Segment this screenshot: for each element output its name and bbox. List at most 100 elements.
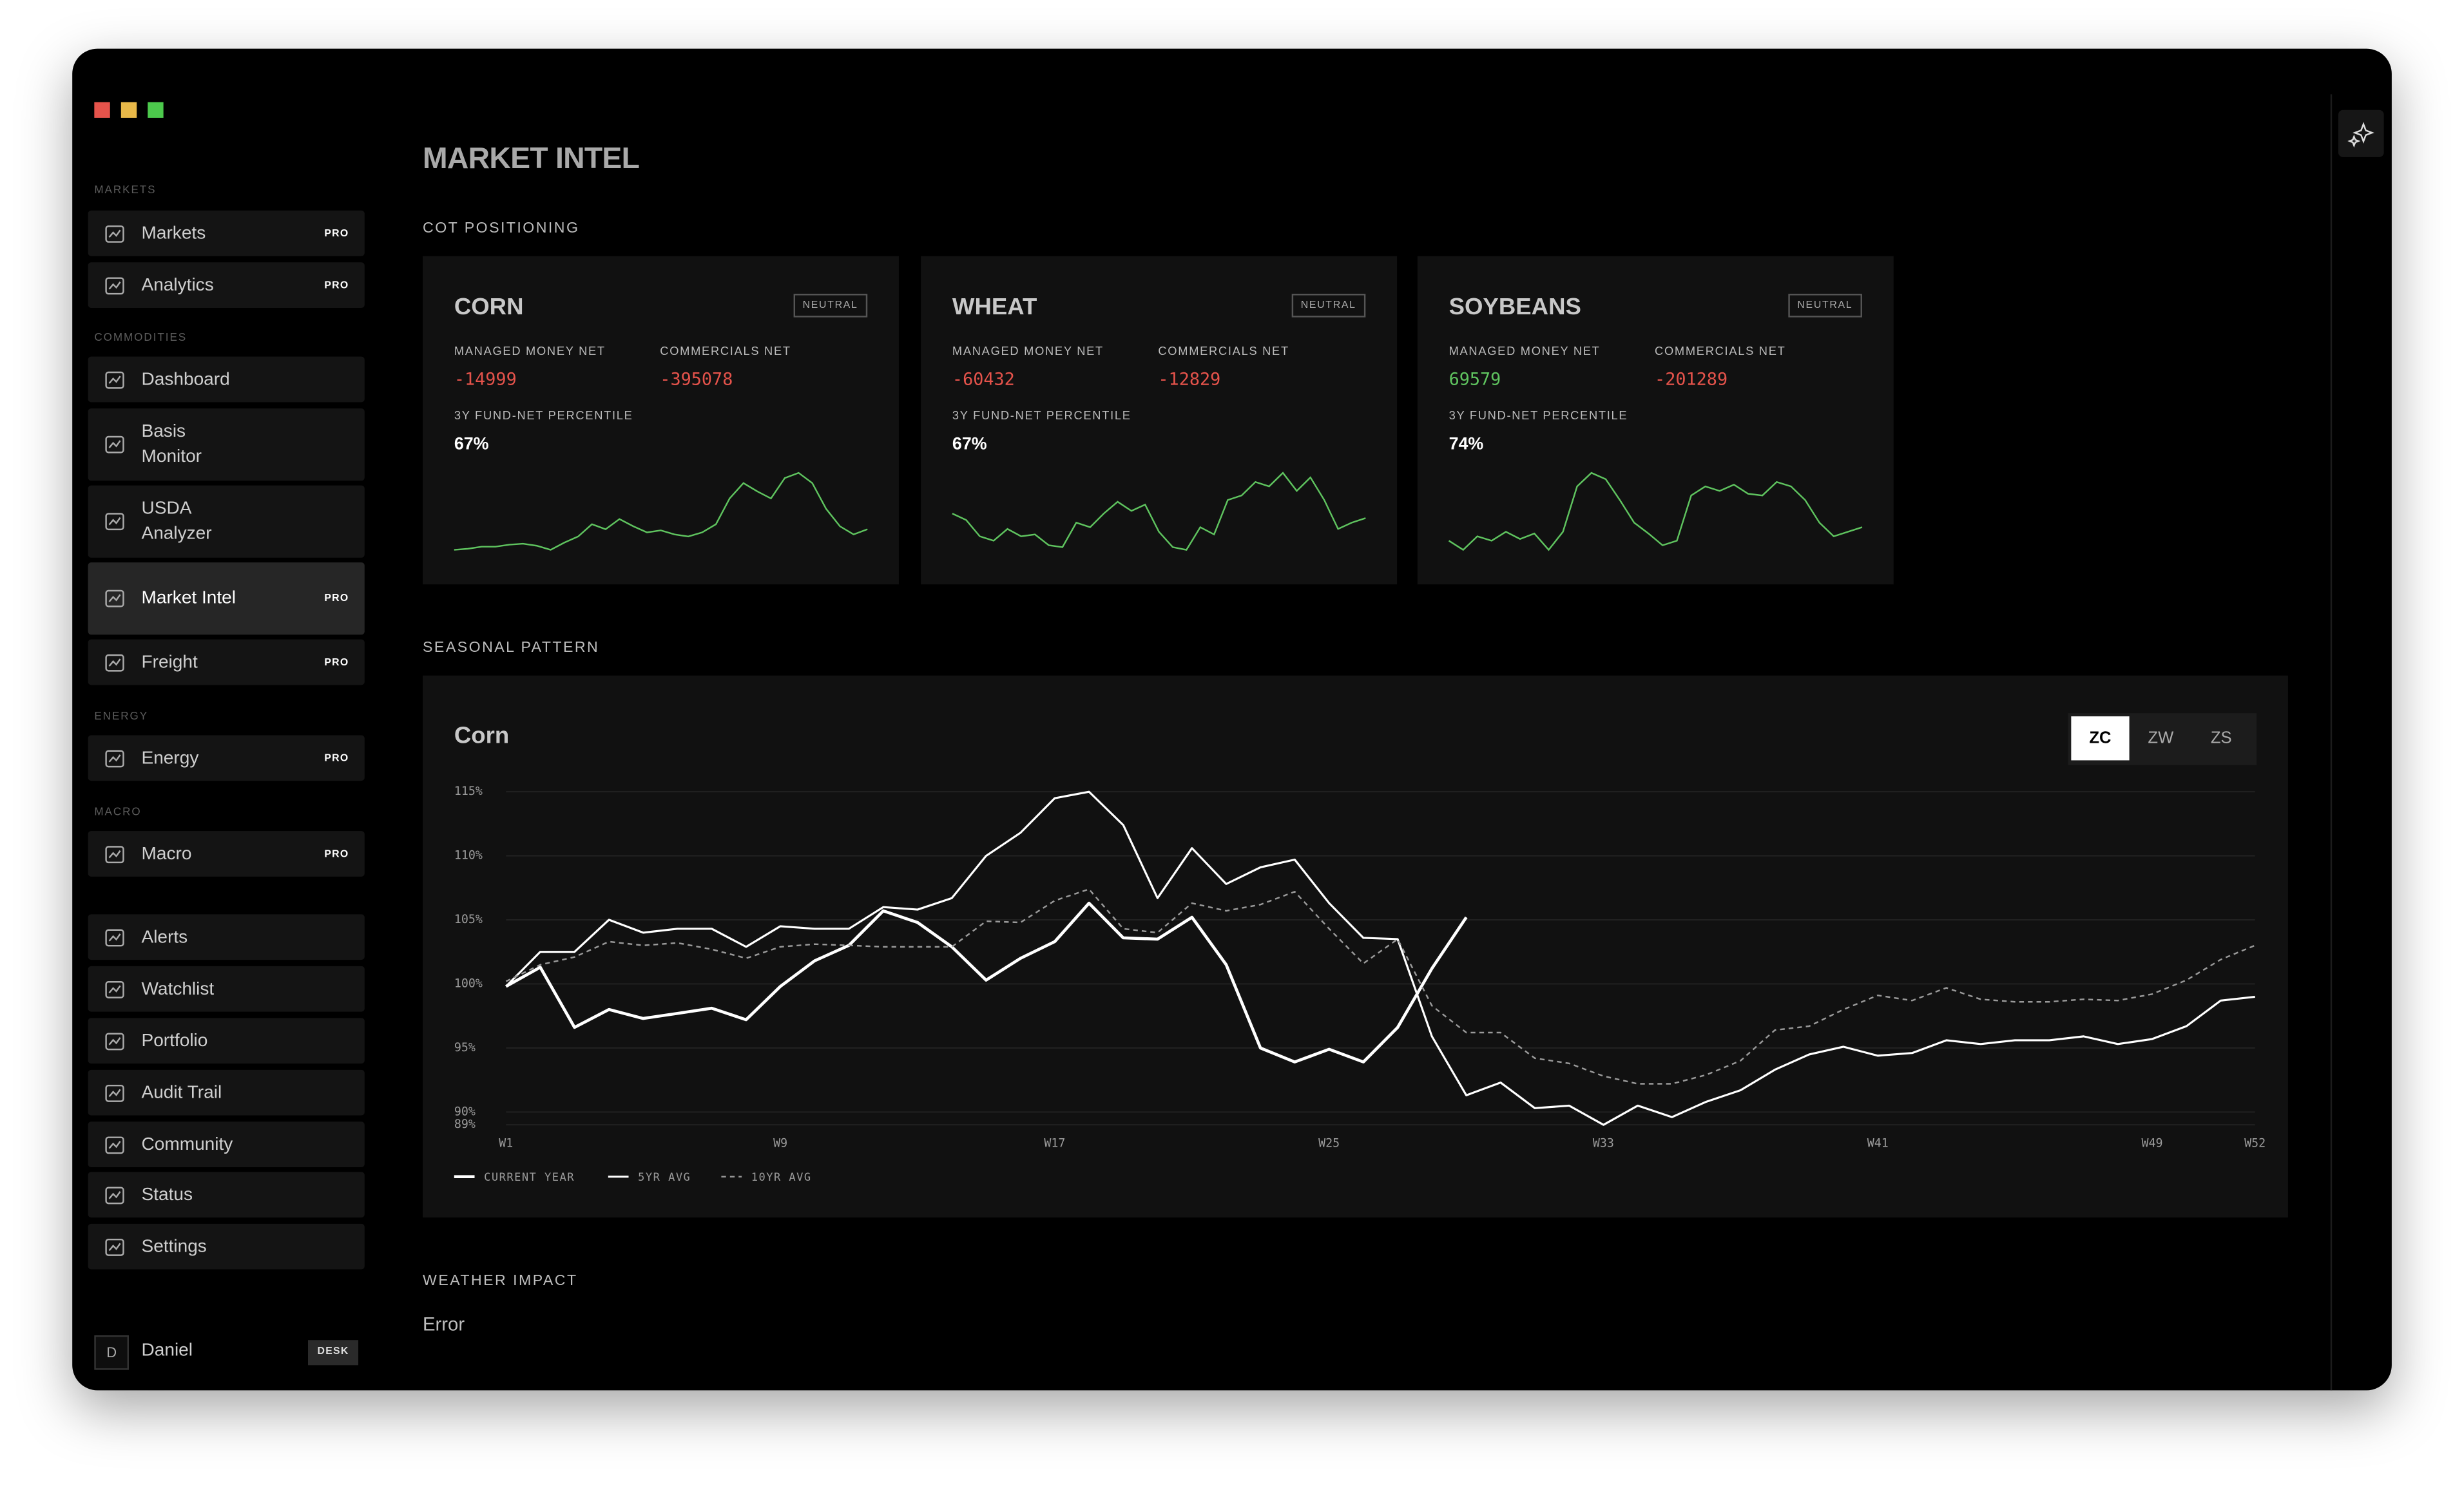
- icon-shape: [108, 229, 121, 237]
- nav-item[interactable]: Status: [88, 1172, 365, 1218]
- nav-icon: [105, 589, 124, 607]
- nav-item[interactable]: Analytics PRO: [88, 262, 365, 309]
- nav-item[interactable]: Settings: [88, 1223, 365, 1270]
- icon-shape: [105, 653, 124, 671]
- nav-label: Alerts: [141, 928, 188, 947]
- x-tick-label: W25: [1318, 1136, 1340, 1150]
- nav-label: Portfolio: [141, 1031, 208, 1051]
- section-label: SEASONAL PATTERN: [423, 639, 600, 657]
- card-badge: NEUTRAL: [1787, 294, 1862, 318]
- icon-shape: [108, 1140, 121, 1149]
- card-badge: NEUTRAL: [793, 294, 868, 318]
- divider: [2330, 94, 2333, 1391]
- nav-label: Community: [141, 1135, 233, 1154]
- nav-item[interactable]: Freight PRO: [88, 639, 365, 685]
- y-tick-label: 100%: [454, 977, 483, 990]
- series-line: [505, 790, 2255, 1126]
- tab[interactable]: ZW: [2148, 729, 2174, 748]
- minimize-button[interactable]: [120, 102, 137, 118]
- icon-shape: [105, 370, 124, 388]
- y-tick-label: 90%: [454, 1105, 476, 1118]
- section-label: WEATHER IMPACT: [423, 1272, 578, 1290]
- y-tick-label: 105%: [454, 913, 483, 926]
- y-tick-label: 115%: [454, 785, 483, 798]
- metric-label: COMMERCIALS NET: [1655, 344, 1786, 359]
- sidebar-section-label: COMMODITIES: [94, 333, 188, 345]
- user-name: Daniel: [141, 1341, 193, 1361]
- cot-card: SOYBEANS NEUTRAL MANAGED MONEY NET 69579 COM…: [1417, 256, 1894, 585]
- x-tick-label: W52: [2244, 1136, 2266, 1150]
- nav-item[interactable]: Watchlist: [88, 966, 365, 1012]
- x-tick-label: W9: [773, 1136, 787, 1150]
- nav-icon: [105, 370, 124, 388]
- nav-item[interactable]: Community: [88, 1121, 365, 1168]
- nav-item[interactable]: Audit Trail: [88, 1069, 365, 1116]
- legend-label: 5YR AVG: [638, 1171, 691, 1184]
- x-tick-label: W1: [499, 1136, 513, 1150]
- metric-label: MANAGED MONEY NET: [454, 344, 606, 359]
- nav-item[interactable]: Basis Monitor: [88, 408, 365, 481]
- icon-shape: [105, 1237, 124, 1255]
- nav-icon: [105, 513, 124, 531]
- metric-value: -60432: [952, 369, 1015, 390]
- sparkline: [1448, 472, 1863, 551]
- icon-shape: [108, 440, 121, 448]
- error-message: Error: [423, 1313, 465, 1335]
- percentile-value: 67%: [454, 435, 489, 454]
- close-button[interactable]: [94, 102, 110, 118]
- icon-shape: [108, 1088, 121, 1096]
- percentile-label: 3Y FUND-NET PERCENTILE: [952, 408, 1131, 423]
- nav-item[interactable]: Alerts: [88, 914, 365, 960]
- icon-shape: [105, 928, 124, 946]
- icon-shape: [108, 594, 121, 602]
- nav-label: Settings: [141, 1237, 207, 1256]
- metric-value: -395078: [660, 369, 733, 390]
- nav-icon: [105, 1083, 124, 1102]
- card-title: SOYBEANS: [1449, 294, 1581, 321]
- nav-label: USDA Analyzer: [141, 499, 212, 544]
- icon-shape: [108, 280, 121, 289]
- cot-card: WHEAT NEUTRAL MANAGED MONEY NET -60432 COMME…: [921, 256, 1398, 585]
- nav-badge: PRO: [324, 656, 349, 668]
- page-title: MARKET INTEL: [423, 142, 640, 176]
- metric-label: MANAGED MONEY NET: [1449, 344, 1601, 359]
- sidebar-section-label: MARKETS: [94, 185, 157, 196]
- nav-icon: [105, 435, 124, 453]
- icon-shape: [105, 435, 124, 453]
- y-tick-label: 95%: [454, 1041, 476, 1054]
- percentile-value: 67%: [952, 435, 987, 454]
- sparkline: [454, 472, 868, 551]
- metric-label: COMMERCIALS NET: [660, 344, 791, 359]
- series-line: [505, 901, 1468, 1064]
- nav-item[interactable]: Macro PRO: [88, 831, 365, 877]
- metric-label: MANAGED MONEY NET: [952, 344, 1104, 359]
- nav-label: Watchlist: [141, 979, 215, 998]
- nav-badge: PRO: [324, 593, 349, 604]
- nav-item[interactable]: Markets PRO: [88, 210, 365, 256]
- percentile-label: 3Y FUND-NET PERCENTILE: [1449, 408, 1628, 423]
- nav-label: Freight: [141, 653, 198, 672]
- tab[interactable]: ZS: [2210, 729, 2232, 748]
- nav-icon: [105, 1136, 124, 1154]
- sparkline: [952, 472, 1366, 551]
- icon-shape: [105, 1136, 124, 1154]
- x-tick-label: W41: [1867, 1136, 1889, 1150]
- nav-item[interactable]: USDA Analyzer: [88, 485, 365, 558]
- nav-item[interactable]: Energy PRO: [88, 735, 365, 781]
- nav-icon: [105, 224, 124, 242]
- tab[interactable]: ZC: [2071, 716, 2130, 761]
- nav-item[interactable]: Portfolio: [88, 1018, 365, 1064]
- icon-shape: [105, 224, 124, 242]
- section-label: COT POSITIONING: [423, 220, 580, 238]
- assistant-button[interactable]: [2338, 110, 2384, 157]
- nav-icon: [105, 653, 124, 671]
- nav-label: Basis Monitor: [141, 423, 202, 467]
- maximize-button[interactable]: [148, 102, 164, 118]
- nav-item[interactable]: Market Intel PRO: [88, 562, 365, 635]
- user-avatar[interactable]: D: [94, 1335, 129, 1370]
- nav-label: Energy: [141, 749, 199, 768]
- nav-icon: [105, 1032, 124, 1050]
- nav-item[interactable]: Dashboard: [88, 356, 365, 403]
